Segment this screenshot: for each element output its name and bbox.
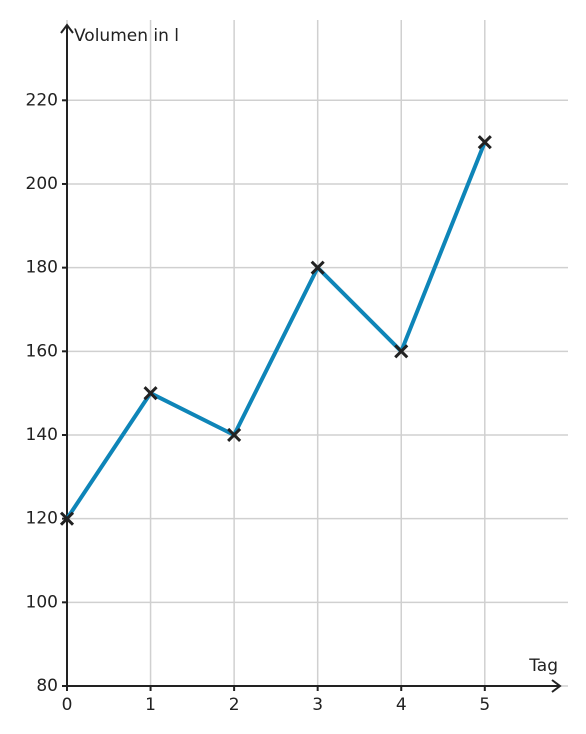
data-marker	[227, 427, 242, 443]
data-marker	[59, 511, 75, 526]
x-axis-label: Tag	[528, 656, 558, 676]
y-tick-label: 220	[26, 90, 58, 110]
data-marker	[394, 344, 409, 359]
y-tick-label: 180	[26, 258, 58, 278]
data-marker	[310, 260, 325, 275]
y-tick-label: 100	[26, 592, 58, 612]
y-tick-label: 120	[26, 509, 58, 529]
y-tick-label: 160	[26, 341, 58, 361]
x-tick-label: 3	[312, 695, 323, 715]
data-line	[65, 141, 487, 520]
y-tick-label: 140	[26, 425, 58, 445]
data-marker	[477, 135, 492, 150]
x-axis-arrow	[551, 679, 562, 693]
x-tick-label: 4	[396, 695, 407, 715]
y-axis-arrow	[60, 23, 74, 34]
y-tick-label: 200	[26, 174, 58, 194]
y-axis-label: Volumen in l	[74, 26, 179, 46]
x-tick-label: 1	[145, 695, 156, 715]
data-marker	[143, 386, 158, 401]
x-tick-label: 0	[62, 695, 73, 715]
x-tick-label: 5	[479, 695, 490, 715]
y-tick-label: 80	[36, 676, 58, 696]
x-tick-label: 2	[229, 695, 240, 715]
